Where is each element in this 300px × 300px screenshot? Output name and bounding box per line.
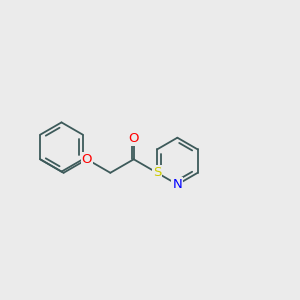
Text: S: S bbox=[153, 166, 161, 179]
Text: N: N bbox=[172, 178, 182, 191]
Text: O: O bbox=[82, 153, 92, 166]
Text: O: O bbox=[128, 132, 139, 145]
